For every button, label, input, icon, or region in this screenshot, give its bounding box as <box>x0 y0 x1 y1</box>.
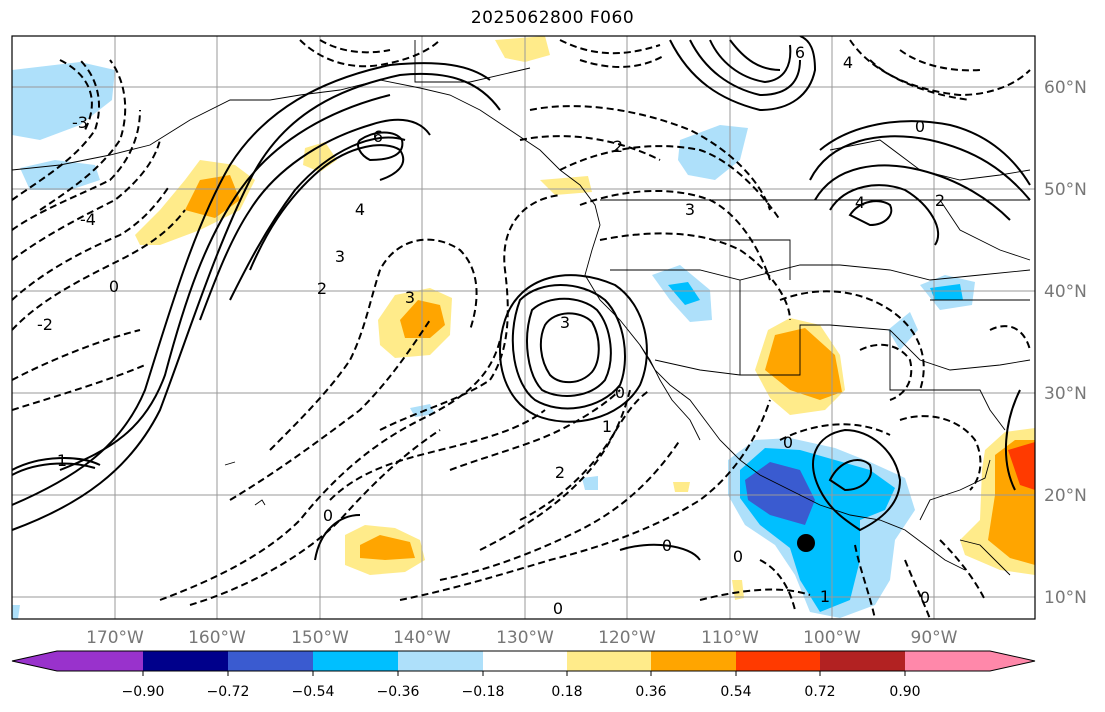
lat-label: 20°N <box>1044 486 1087 506</box>
lon-label: 100°W <box>803 628 861 648</box>
lon-label: 170°W <box>86 628 144 648</box>
shaded-anomalies <box>12 36 1035 619</box>
colorbar-tick-label: 0.72 <box>804 684 835 700</box>
map-frame <box>11 35 1036 620</box>
latitude-labels: 60°N 50°N 40°N 30°N 20°N 10°N <box>1044 78 1087 608</box>
contour-label: 6 <box>373 127 383 146</box>
colorbar-segment <box>12 651 143 671</box>
colorbar-segment <box>228 651 313 671</box>
contour-label: -2 <box>37 315 53 334</box>
contour-label: -4 <box>80 210 96 229</box>
lon-label: 140°W <box>393 628 451 648</box>
contour-label: 1 <box>820 587 830 606</box>
colorbar: −0.90 −0.72 −0.54 −0.36 −0.18 0.18 0.36 … <box>11 650 1036 700</box>
contour-label: 0 <box>920 588 930 607</box>
storm-center-marker <box>797 534 815 552</box>
colorbar-tick-label: 0.54 <box>720 684 751 700</box>
colorbar-tick-label: −0.90 <box>122 684 165 700</box>
contour-label: -3 <box>72 113 88 132</box>
colorbar-tick-label: −0.18 <box>462 684 505 700</box>
lon-label: 110°W <box>701 628 759 648</box>
coastlines <box>12 40 1031 576</box>
contour-label: 0 <box>553 599 563 618</box>
contour-label: 4 <box>843 53 853 72</box>
contour-label: 2 <box>555 463 565 482</box>
lat-label: 50°N <box>1044 180 1087 200</box>
gridlines <box>12 36 1035 619</box>
lat-label: 30°N <box>1044 384 1087 404</box>
colorbar-segment <box>736 651 820 671</box>
lon-label: 90°W <box>911 628 958 648</box>
contour-label: 4 <box>855 193 865 212</box>
colorbar-segment <box>313 651 398 671</box>
contour-label: 0 <box>323 506 333 525</box>
contour-label: 1 <box>602 417 612 436</box>
shade-neg-nw <box>12 62 115 140</box>
contour-label: 3 <box>335 247 345 266</box>
colorbar-segment <box>143 651 228 671</box>
chart-title: 2025062800 F060 <box>470 8 635 28</box>
contour-label: 3 <box>685 200 695 219</box>
contour-labels: -3 -4 0 -2 1 6 4 3 2 3 2 3 6 4 0 4 2 1 2… <box>37 43 945 618</box>
contour-label: 2 <box>935 191 945 210</box>
lat-label: 60°N <box>1044 78 1087 98</box>
colorbar-segment <box>905 651 1035 671</box>
lat-label: 40°N <box>1044 282 1087 302</box>
colorbar-tick-label: 0.90 <box>889 684 920 700</box>
lon-label: 130°W <box>496 628 554 648</box>
colorbar-segment <box>651 651 736 671</box>
colorbar-segment <box>567 651 651 671</box>
contour-label: 2 <box>613 137 623 156</box>
colorbar-segment <box>483 651 567 671</box>
lat-label: 10°N <box>1044 588 1087 608</box>
colorbar-segment <box>398 651 483 671</box>
colorbar-segment <box>820 651 905 671</box>
contour-label: 0 <box>783 433 793 452</box>
colorbar-tick-label: 0.18 <box>551 684 582 700</box>
lon-label: 160°W <box>188 628 246 648</box>
contour-label: 0 <box>915 117 925 136</box>
contour-label: 2 <box>317 279 327 298</box>
contour-label: 3 <box>405 288 415 307</box>
contour-label: 6 <box>795 43 805 62</box>
colorbar-tick-label: −0.36 <box>377 684 420 700</box>
lon-label: 150°W <box>291 628 349 648</box>
contour-label: 4 <box>355 200 365 219</box>
contour-label: 0 <box>662 536 672 555</box>
contours <box>12 36 1031 619</box>
contour-label: 0 <box>109 277 119 296</box>
contour-label: 0 <box>615 383 625 402</box>
colorbar-tick-label: −0.54 <box>292 684 335 700</box>
colorbar-outline <box>11 650 1036 672</box>
colorbar-tick-label: 0.36 <box>635 684 666 700</box>
colorbar-tick-label: −0.72 <box>207 684 250 700</box>
contour-label: 3 <box>560 313 570 332</box>
lon-label: 120°W <box>598 628 656 648</box>
longitude-labels: 170°W 160°W 150°W 140°W 130°W 120°W 110°… <box>86 628 958 648</box>
contour-label: 0 <box>733 547 743 566</box>
contour-label: 1 <box>57 451 67 470</box>
